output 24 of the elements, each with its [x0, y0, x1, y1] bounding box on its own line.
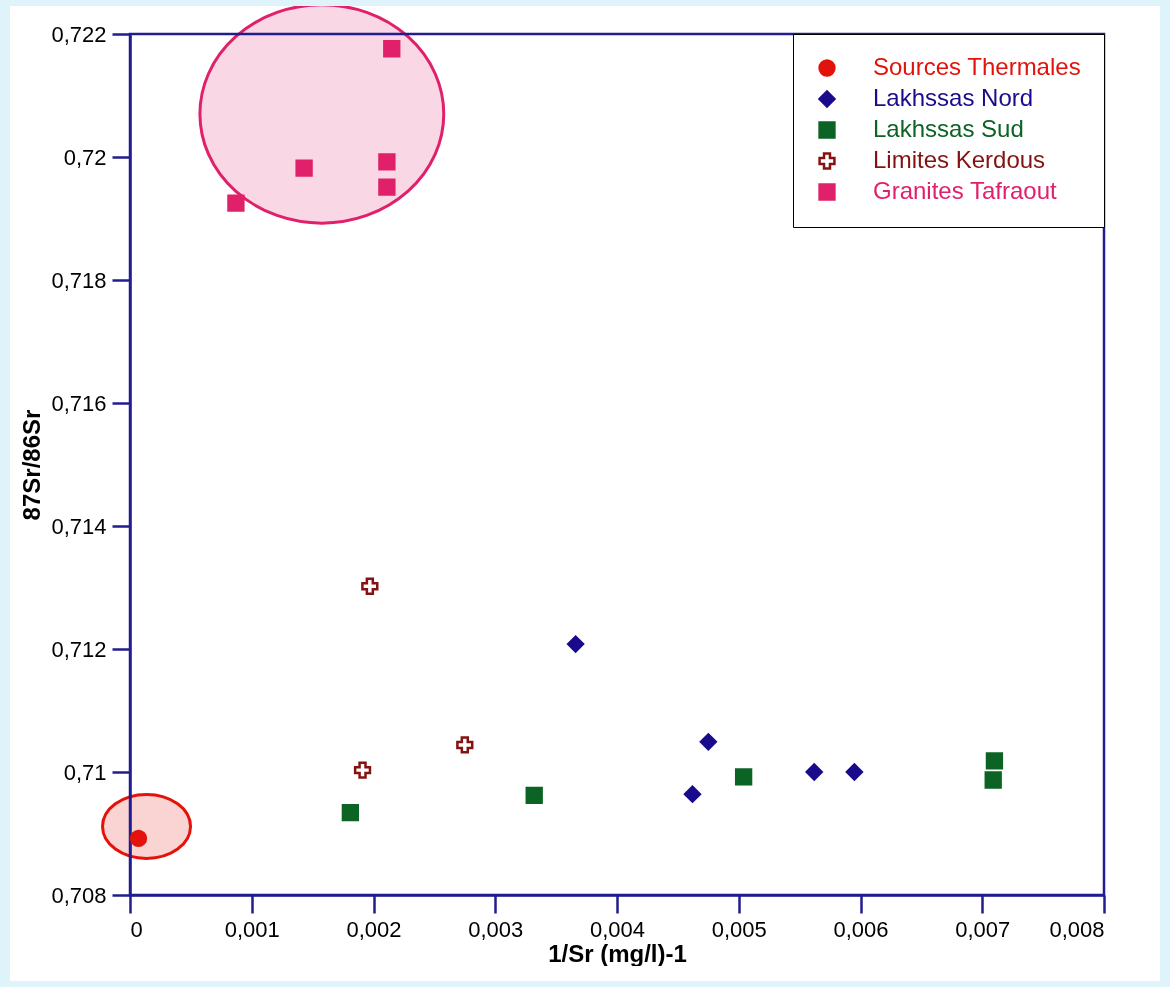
- y-tick-label: 0,708: [51, 882, 107, 908]
- legend-label: Lakhssas Nord: [873, 84, 1034, 111]
- x-tick-label: 0,003: [468, 916, 524, 942]
- x-tick-label: 0: [130, 916, 143, 942]
- y-tick-label: 0,712: [51, 636, 107, 662]
- y-tick-label: 0,722: [51, 21, 107, 47]
- x-tick-label: 0,008: [1049, 916, 1105, 942]
- x-tick-label: 0,005: [711, 916, 767, 942]
- legend-label: Limites Kerdous: [873, 146, 1046, 173]
- y-tick-label: 0,718: [51, 267, 107, 293]
- legend-label: Sources Thermales: [873, 53, 1081, 80]
- y-tick-label: 0,72: [63, 144, 107, 170]
- x-axis-title: 1/Sr (mg/l)-1: [548, 939, 687, 967]
- legend-label: Granites Tafraout: [873, 177, 1057, 204]
- x-tick-label: 0,001: [224, 916, 280, 942]
- y-axis-title: 87Sr/86Sr: [18, 409, 46, 521]
- y-tick-label: 0,714: [51, 513, 107, 539]
- x-tick-label: 0,007: [955, 916, 1011, 942]
- y-tick-label: 0,716: [51, 390, 107, 416]
- legend-label: Lakhssas Sud: [873, 115, 1024, 142]
- x-tick-label: 0,004: [589, 916, 646, 942]
- x-tick-label: 0,002: [346, 916, 402, 942]
- x-tick-label: 0,006: [833, 916, 889, 942]
- y-tick-label: 0,71: [63, 759, 107, 785]
